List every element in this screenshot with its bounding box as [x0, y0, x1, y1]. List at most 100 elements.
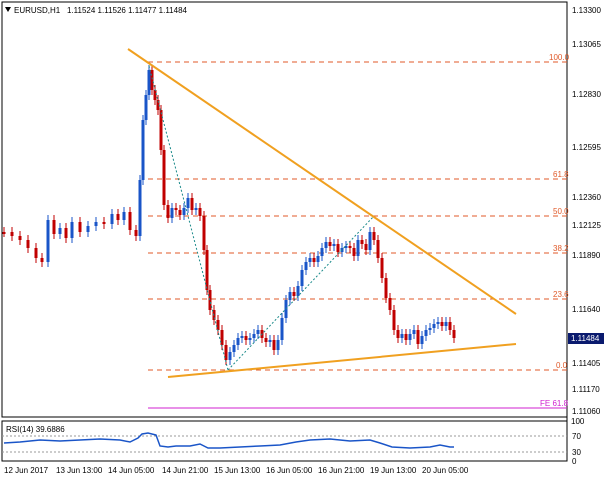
candle-body [198, 208, 202, 216]
candle-body [40, 258, 44, 262]
candle-body [170, 208, 174, 218]
candle-body [368, 232, 372, 250]
candle-body [332, 244, 336, 246]
candle-body [220, 330, 224, 345]
candle-body [412, 330, 416, 334]
candle-body [312, 258, 316, 262]
last-price-label: 1.11484 [571, 334, 600, 343]
fib-level-label: 0.0 [556, 361, 568, 370]
candle-body [46, 220, 50, 262]
rsi-axis-top: 100 [571, 417, 585, 426]
rsi-tick-30: 30 [572, 448, 581, 457]
candle-body [174, 208, 178, 210]
fib-level-label: 50.0 [553, 207, 569, 216]
triangle-down-icon[interactable] [5, 7, 11, 12]
candle-body [364, 244, 368, 250]
rising-trendline[interactable] [167, 343, 517, 378]
candle-body [380, 258, 384, 278]
time-label: 12 Jun 2017 [4, 466, 49, 475]
candle-body [52, 220, 56, 234]
candle-body [58, 228, 62, 234]
candle-body [416, 330, 420, 344]
candle-body [424, 330, 428, 336]
fe-diagonal-line [227, 215, 375, 371]
last-price-marker [568, 333, 604, 344]
candle-body [428, 328, 432, 330]
candle-body [224, 345, 228, 360]
candle-body [448, 322, 452, 330]
candle-body [150, 70, 154, 90]
candle-body [388, 298, 392, 310]
candle-body [228, 352, 232, 360]
candle-body [392, 310, 396, 330]
candle-body [420, 336, 424, 344]
candle-body [70, 222, 74, 238]
price-tick: 1.11640 [572, 305, 601, 314]
candle-body [138, 180, 142, 236]
candle-body [159, 110, 163, 150]
price-tick: 1.11890 [572, 251, 601, 260]
candle-body [141, 120, 145, 180]
candle-body [376, 240, 380, 258]
falling-trendline[interactable] [127, 48, 517, 315]
price-tick: 1.12360 [572, 193, 601, 202]
candle-body [408, 334, 412, 340]
candle-body [292, 292, 296, 296]
candle-body [116, 214, 120, 220]
candle-body [288, 292, 292, 300]
candle-body [316, 256, 320, 262]
fib-level-label: 23.6 [553, 290, 569, 299]
symbol-label: EURUSD,H1 [14, 6, 61, 15]
candle-body [240, 336, 244, 338]
fib-diagonal-line [147, 61, 229, 371]
candle-body [153, 90, 157, 100]
candle-body [296, 286, 300, 296]
candle-body [344, 246, 348, 248]
price-tick: 1.13300 [572, 6, 601, 15]
candle-body [356, 240, 360, 256]
candle-body [248, 338, 252, 340]
rsi-line [3, 432, 454, 449]
candle-body [34, 248, 38, 258]
candle-body [280, 318, 284, 340]
time-label: 13 Jun 13:00 [56, 466, 103, 475]
candle-body [156, 100, 160, 110]
candle-body [162, 150, 166, 205]
candle-body [202, 216, 206, 250]
price-tick: 1.11170 [572, 385, 600, 394]
time-label: 20 Jun 05:00 [422, 466, 469, 475]
fe-level-label: FE 61.8 [540, 399, 569, 408]
candle-body [276, 340, 280, 350]
candle-body [436, 322, 440, 324]
candle-body [166, 205, 170, 218]
candle-body [372, 232, 376, 240]
candle-body [10, 232, 14, 236]
candle-body [186, 198, 190, 208]
price-tick: 1.11405 [572, 359, 601, 368]
candle-body [134, 230, 138, 236]
time-label: 16 Jun 21:00 [318, 466, 365, 475]
candle-body [440, 322, 444, 326]
candle-body [348, 246, 352, 248]
candle-body [252, 334, 256, 338]
candle-body [205, 250, 209, 290]
candle-body [384, 278, 388, 298]
candle-body [102, 222, 106, 224]
candle-body [360, 240, 364, 244]
candle-body [328, 242, 332, 246]
candle-body [94, 222, 98, 226]
candle-body [232, 345, 236, 352]
candle-body [190, 198, 194, 210]
candle-body [86, 226, 90, 232]
candle-body [18, 236, 22, 240]
candle-body [147, 70, 151, 95]
time-label: 14 Jun 05:00 [108, 466, 155, 475]
candle-body [400, 334, 404, 338]
candle-body [404, 334, 408, 340]
time-label: 15 Jun 13:00 [214, 466, 261, 475]
candle-body [216, 320, 220, 330]
candle-body [452, 330, 456, 338]
price-axis-ticks: 1.13300 1.13065 1.12830 1.12595 1.12360 … [572, 6, 601, 416]
